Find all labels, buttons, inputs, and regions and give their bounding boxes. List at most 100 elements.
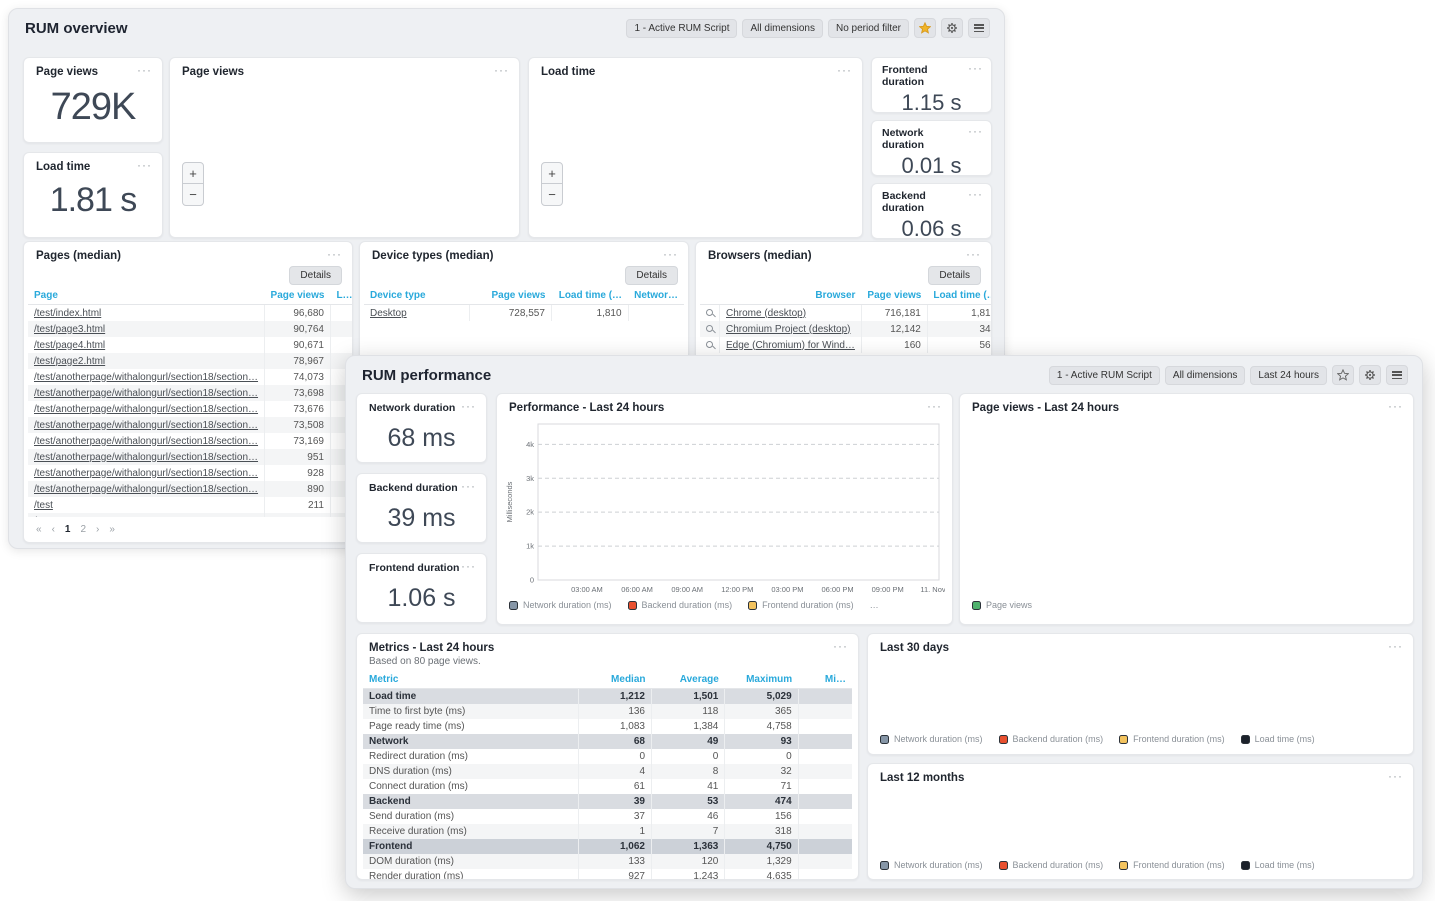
tile-menu-button[interactable]: ··· bbox=[494, 66, 509, 74]
tile-menu-button[interactable]: ··· bbox=[968, 190, 983, 198]
column-header[interactable]: Page views bbox=[265, 287, 331, 305]
legend-item[interactable]: Load time (ms) bbox=[1241, 734, 1315, 744]
tile-menu-button[interactable]: ··· bbox=[461, 482, 476, 490]
tile-menu-button[interactable]: ··· bbox=[327, 250, 342, 258]
page-link[interactable]: /test/anotherpage/withalongurl/section18… bbox=[34, 372, 258, 383]
legend-item[interactable]: Backend duration (ms) bbox=[999, 860, 1104, 870]
toolbar-filter-button[interactable]: 1 - Active RUM Script bbox=[1049, 366, 1160, 385]
search-icon[interactable] bbox=[706, 309, 713, 316]
browser-link[interactable]: Chrome (desktop) bbox=[726, 308, 806, 319]
tile-menu-button[interactable]: ··· bbox=[968, 64, 983, 72]
search-icon[interactable] bbox=[706, 341, 713, 348]
window-header: RUM overview 1 - Active RUM ScriptAll di… bbox=[9, 9, 1004, 42]
pagination-page-2[interactable]: 2 bbox=[80, 524, 86, 535]
column-header[interactable]: Browser bbox=[720, 287, 862, 305]
map-zoom-out-button[interactable]: − bbox=[542, 184, 562, 205]
column-header[interactable]: Page views bbox=[470, 287, 552, 305]
column-header[interactable]: Load time (… bbox=[551, 287, 628, 305]
legend-chip bbox=[1241, 735, 1250, 744]
legend-item[interactable]: … bbox=[870, 600, 879, 610]
legend-item[interactable]: Load time (ms) bbox=[1241, 860, 1315, 870]
column-header[interactable]: Page bbox=[28, 287, 265, 305]
map-zoom-in-button[interactable]: + bbox=[183, 163, 203, 184]
browser-link[interactable]: Edge (Chromium) for Wind… bbox=[726, 340, 855, 351]
details-button[interactable]: Details bbox=[625, 266, 678, 285]
column-header[interactable]: Maximum bbox=[725, 671, 798, 689]
legend-item[interactable]: Backend duration (ms) bbox=[999, 734, 1104, 744]
legend-item[interactable]: Frontend duration (ms) bbox=[1119, 860, 1225, 870]
map-zoom-out-button[interactable]: − bbox=[183, 184, 203, 205]
column-header[interactable]: Metric bbox=[363, 671, 578, 689]
tile-menu-button[interactable]: ··· bbox=[927, 402, 942, 410]
tile-menu-button[interactable]: ··· bbox=[461, 402, 476, 410]
tile-menu-button[interactable]: ··· bbox=[968, 127, 983, 135]
toolbar-filter-button[interactable]: Last 24 hours bbox=[1250, 366, 1327, 385]
search-icon[interactable] bbox=[706, 325, 713, 332]
legend-item[interactable]: Network duration (ms) bbox=[509, 600, 612, 610]
column-header[interactable]: Average bbox=[652, 671, 725, 689]
page-link[interactable]: /test/page3.html bbox=[34, 324, 105, 335]
page-link[interactable]: /test/anotherpage/withalongurl/section18… bbox=[34, 468, 258, 479]
minimum-cell bbox=[798, 749, 852, 764]
maximum-cell: 71 bbox=[725, 779, 798, 794]
legend-item[interactable]: Network duration (ms) bbox=[880, 860, 983, 870]
column-header[interactable]: Device type bbox=[364, 287, 470, 305]
column-header[interactable]: L… bbox=[330, 287, 352, 305]
menu-button[interactable] bbox=[1386, 365, 1408, 385]
toolbar: 1 - Active RUM Script All dimensions No pe… bbox=[626, 18, 990, 38]
pagination-arrow[interactable]: ‹ bbox=[52, 524, 55, 535]
tile-menu-button[interactable]: ··· bbox=[837, 66, 852, 74]
column-header[interactable] bbox=[700, 287, 720, 305]
page-link[interactable]: /test/anotherpage/withalongurl/section18… bbox=[34, 404, 258, 415]
tile-menu-button[interactable]: ··· bbox=[833, 642, 848, 650]
page-link[interactable]: /test/index.html bbox=[34, 308, 101, 319]
page-link[interactable]: /test/anotherpage/withalongurl/section18… bbox=[34, 388, 258, 399]
legend-item[interactable]: Frontend duration (ms) bbox=[1119, 734, 1225, 744]
page-link[interactable]: /test bbox=[34, 500, 53, 511]
legend-item[interactable]: Backend duration (ms) bbox=[628, 600, 733, 610]
page-link[interactable]: /test/page4.html bbox=[34, 340, 105, 351]
toolbar-filter-button[interactable]: No period filter bbox=[828, 19, 909, 38]
toolbar-filter-button[interactable]: 1 - Active RUM Script bbox=[626, 19, 737, 38]
tile-menu-button[interactable]: ··· bbox=[137, 66, 152, 74]
column-header[interactable]: Networ… bbox=[628, 287, 684, 305]
column-header[interactable]: Median bbox=[578, 671, 651, 689]
pagination-arrow[interactable]: › bbox=[96, 524, 99, 535]
map-zoom-in-button[interactable]: + bbox=[542, 163, 562, 184]
pagination-page-1[interactable]: 1 bbox=[65, 524, 71, 535]
page-link[interactable]: /test/page2.html bbox=[34, 356, 105, 367]
favorite-button[interactable] bbox=[914, 18, 936, 38]
page-link[interactable]: /test/anotherpage/withalongurl/section18… bbox=[34, 484, 258, 495]
details-button[interactable]: Details bbox=[289, 266, 342, 285]
tile-menu-button[interactable]: ··· bbox=[137, 161, 152, 169]
page-link[interactable]: /test/anotherpage/withalongurl/section18… bbox=[34, 436, 258, 447]
settings-button[interactable] bbox=[941, 18, 963, 38]
pagination-arrow[interactable]: » bbox=[109, 524, 115, 535]
tile-menu-button[interactable]: ··· bbox=[1388, 402, 1403, 410]
legend-item[interactable]: Frontend duration (ms) bbox=[748, 600, 854, 610]
legend-item[interactable]: Network duration (ms) bbox=[880, 734, 983, 744]
device-type-link[interactable]: Desktop bbox=[370, 308, 407, 319]
tile-menu-button[interactable]: ··· bbox=[461, 562, 476, 570]
toolbar-filter-button[interactable]: All dimensions bbox=[742, 19, 822, 38]
pagination-arrow[interactable]: « bbox=[36, 524, 42, 535]
page-link[interactable]: /test/anotherpage/withalongurl/section18… bbox=[34, 452, 258, 463]
column-header[interactable]: Page views bbox=[861, 287, 927, 305]
legend-item[interactable]: Page views bbox=[972, 600, 1032, 610]
menu-button[interactable] bbox=[968, 18, 990, 38]
tile-menu-button[interactable]: ··· bbox=[966, 250, 981, 258]
tile-menu-button[interactable]: ··· bbox=[1388, 772, 1403, 780]
page-link[interactable]: /test/anotherpage/withalongurl/section18… bbox=[34, 420, 258, 431]
column-header[interactable]: Load time (… bbox=[927, 287, 992, 305]
tile-menu-button[interactable]: ··· bbox=[1388, 642, 1403, 650]
browser-link[interactable]: Chromium Project (desktop) bbox=[726, 324, 850, 335]
minimum-cell bbox=[798, 869, 852, 880]
settings-button[interactable] bbox=[1359, 365, 1381, 385]
tile-menu-button[interactable]: ··· bbox=[663, 250, 678, 258]
details-button[interactable]: Details bbox=[928, 266, 981, 285]
column-header[interactable]: Mi… bbox=[798, 671, 852, 689]
toolbar-filter-button[interactable]: All dimensions bbox=[1165, 366, 1245, 385]
page-link[interactable]: / bbox=[34, 516, 37, 518]
favorite-button[interactable] bbox=[1332, 365, 1354, 385]
gear-icon bbox=[946, 22, 958, 34]
